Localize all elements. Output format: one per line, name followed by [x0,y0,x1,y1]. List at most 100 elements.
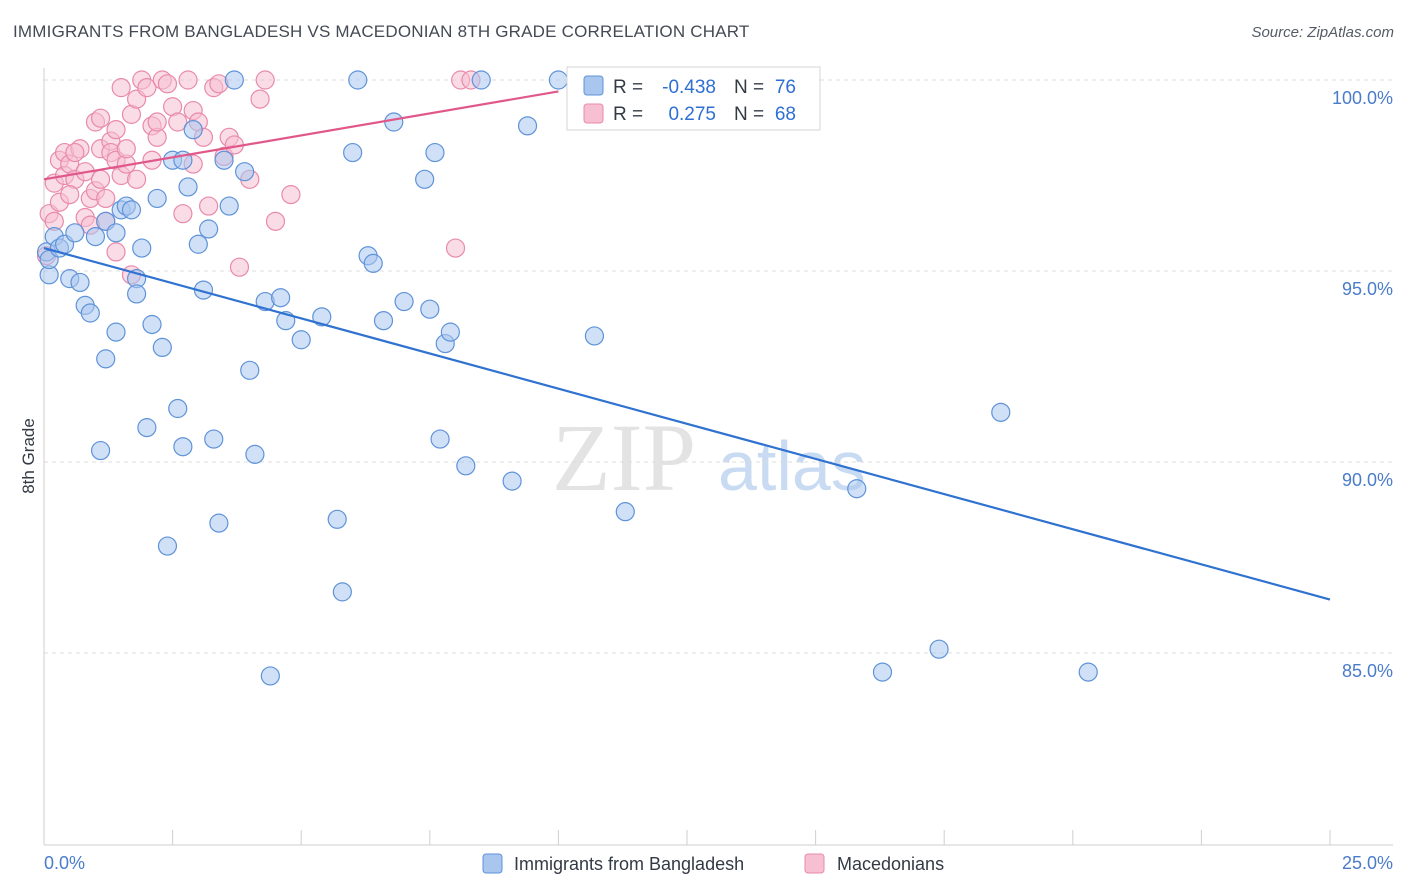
legend-r-value-1: -0.438 [662,77,716,98]
bangladesh-point-47 [271,288,291,308]
bangladesh-point-37 [204,429,224,449]
legend-n-label-1: N = [734,77,764,98]
y-tick-label-1: 95.0% [1342,279,1393,299]
series-legend: Immigrants from Bangladesh Macedonians [482,853,944,874]
macedonian-point-64 [147,112,167,132]
macedonian-point-26 [116,139,136,159]
legend-swatch-macedonians [804,853,825,874]
bangladesh-point-68 [502,471,522,491]
bangladesh-point-51 [327,509,347,529]
y-axis-label: 8th Grade [19,418,38,494]
macedonian-point-60 [60,185,80,205]
bangladesh-point-34 [188,234,208,254]
bangladesh-point-12 [90,440,111,461]
stats-legend-box [566,66,821,131]
macedonian-point-29 [126,169,147,189]
bangladesh-point-49 [291,330,311,350]
bangladesh-point-62 [425,142,445,163]
bangladesh-point-53 [343,142,363,163]
source-label: Source: ZipAtlas.com [1251,24,1394,41]
bangladesh-point-52 [332,582,352,602]
bangladesh-point-7 [65,223,85,243]
bangladesh-point-8 [70,272,90,293]
bangladesh-point-54 [348,70,368,90]
bangladesh-point-40 [219,196,239,216]
bangladesh-point-75 [872,662,893,682]
bangladesh-point-22 [132,238,152,258]
bangladesh-point-72 [615,502,635,522]
macedonian-point-53 [255,70,275,90]
bangladesh-point-15 [106,322,126,342]
bangladesh-trend-line [43,247,1331,601]
bangladesh-point-78 [1078,662,1098,682]
bangladesh-point-10 [80,303,100,323]
bangladesh-point-70 [548,70,569,90]
macedonian-point-50 [229,257,250,277]
bangladesh-point-26 [152,337,172,357]
legend-r-label-1: R = [613,77,643,98]
bangladesh-point-19 [121,200,142,220]
legend-n-value-1: 76 [775,77,796,98]
macedonian-point-39 [168,112,188,132]
legend-n-label-2: N = [734,104,764,125]
bangladesh-point-65 [440,322,460,342]
bangladesh-point-66 [456,456,476,476]
bangladesh-point-58 [384,112,404,132]
macedonian-point-37 [157,74,178,94]
macedonian-point-40 [173,204,193,224]
bangladesh-point-14 [96,349,116,369]
y-tick-label-0: 100.0% [1332,88,1393,108]
stats-legend: R = -0.438 N = 76 R = 0.275 N = 68 [566,66,821,131]
bangladesh-point-77 [991,402,1011,422]
legend-swatch-blue [583,75,604,96]
watermark-zip: ZIP [552,404,696,511]
macedonian-point-56 [445,238,466,258]
legend-n-value-2: 68 [775,104,796,125]
bangladesh-point-76 [929,639,949,659]
bangladesh-point-23 [137,418,157,438]
macedonian-trend-line [43,90,559,181]
macedonian-point-41 [178,70,198,90]
legend-r-value-2: 0.275 [668,104,716,125]
macedonian-point-67 [65,142,85,163]
bangladesh-point-27 [157,536,178,556]
bangladesh-point-16 [106,223,126,243]
bangladesh-point-31 [173,437,193,457]
legend-label-macedonians: Macedonians [837,854,944,874]
macedonian-point-66 [199,196,219,216]
y-tick-label-3: 85.0% [1342,661,1393,681]
bangladesh-point-69 [517,116,538,136]
legend-r-label-2: R = [613,104,643,125]
x-tick-label-max: 25.0% [1342,853,1393,873]
y-tick-label-2: 90.0% [1342,470,1393,490]
bangladesh-point-59 [394,291,414,312]
bangladesh-point-44 [245,444,265,464]
bangladesh-point-56 [363,253,383,273]
bangladesh-point-74 [847,479,867,499]
bangladesh-point-21 [126,284,147,304]
macedonian-point-23 [111,78,131,98]
bangladesh-point-29 [168,398,188,419]
bangladesh-point-63 [430,429,450,449]
bangladesh-point-57 [373,311,394,331]
macedonian-point-63 [106,242,126,262]
legend-label-bangladesh: Immigrants from Bangladesh [514,854,744,874]
macedonian-point-55 [281,185,301,205]
bangladesh-point-38 [209,513,229,533]
macedonian-point-18 [96,188,116,209]
bangladesh-point-67 [471,70,491,90]
bangladesh-point-24 [142,314,162,335]
bangladesh-point-42 [235,162,255,182]
bangladesh-point-61 [420,299,440,319]
legend-swatch-pink [583,103,604,124]
legend-swatch-bangladesh [482,853,503,874]
macedonian-point-54 [265,211,286,231]
macedonian-point-62 [90,169,111,189]
bangladesh-point-11 [85,227,106,247]
bangladesh-point-25 [147,188,167,209]
x-tick-label-min: 0.0% [44,853,85,873]
bangladesh-point-46 [260,666,280,686]
bangladesh-point-71 [584,326,605,346]
bangladesh-point-33 [183,120,203,140]
